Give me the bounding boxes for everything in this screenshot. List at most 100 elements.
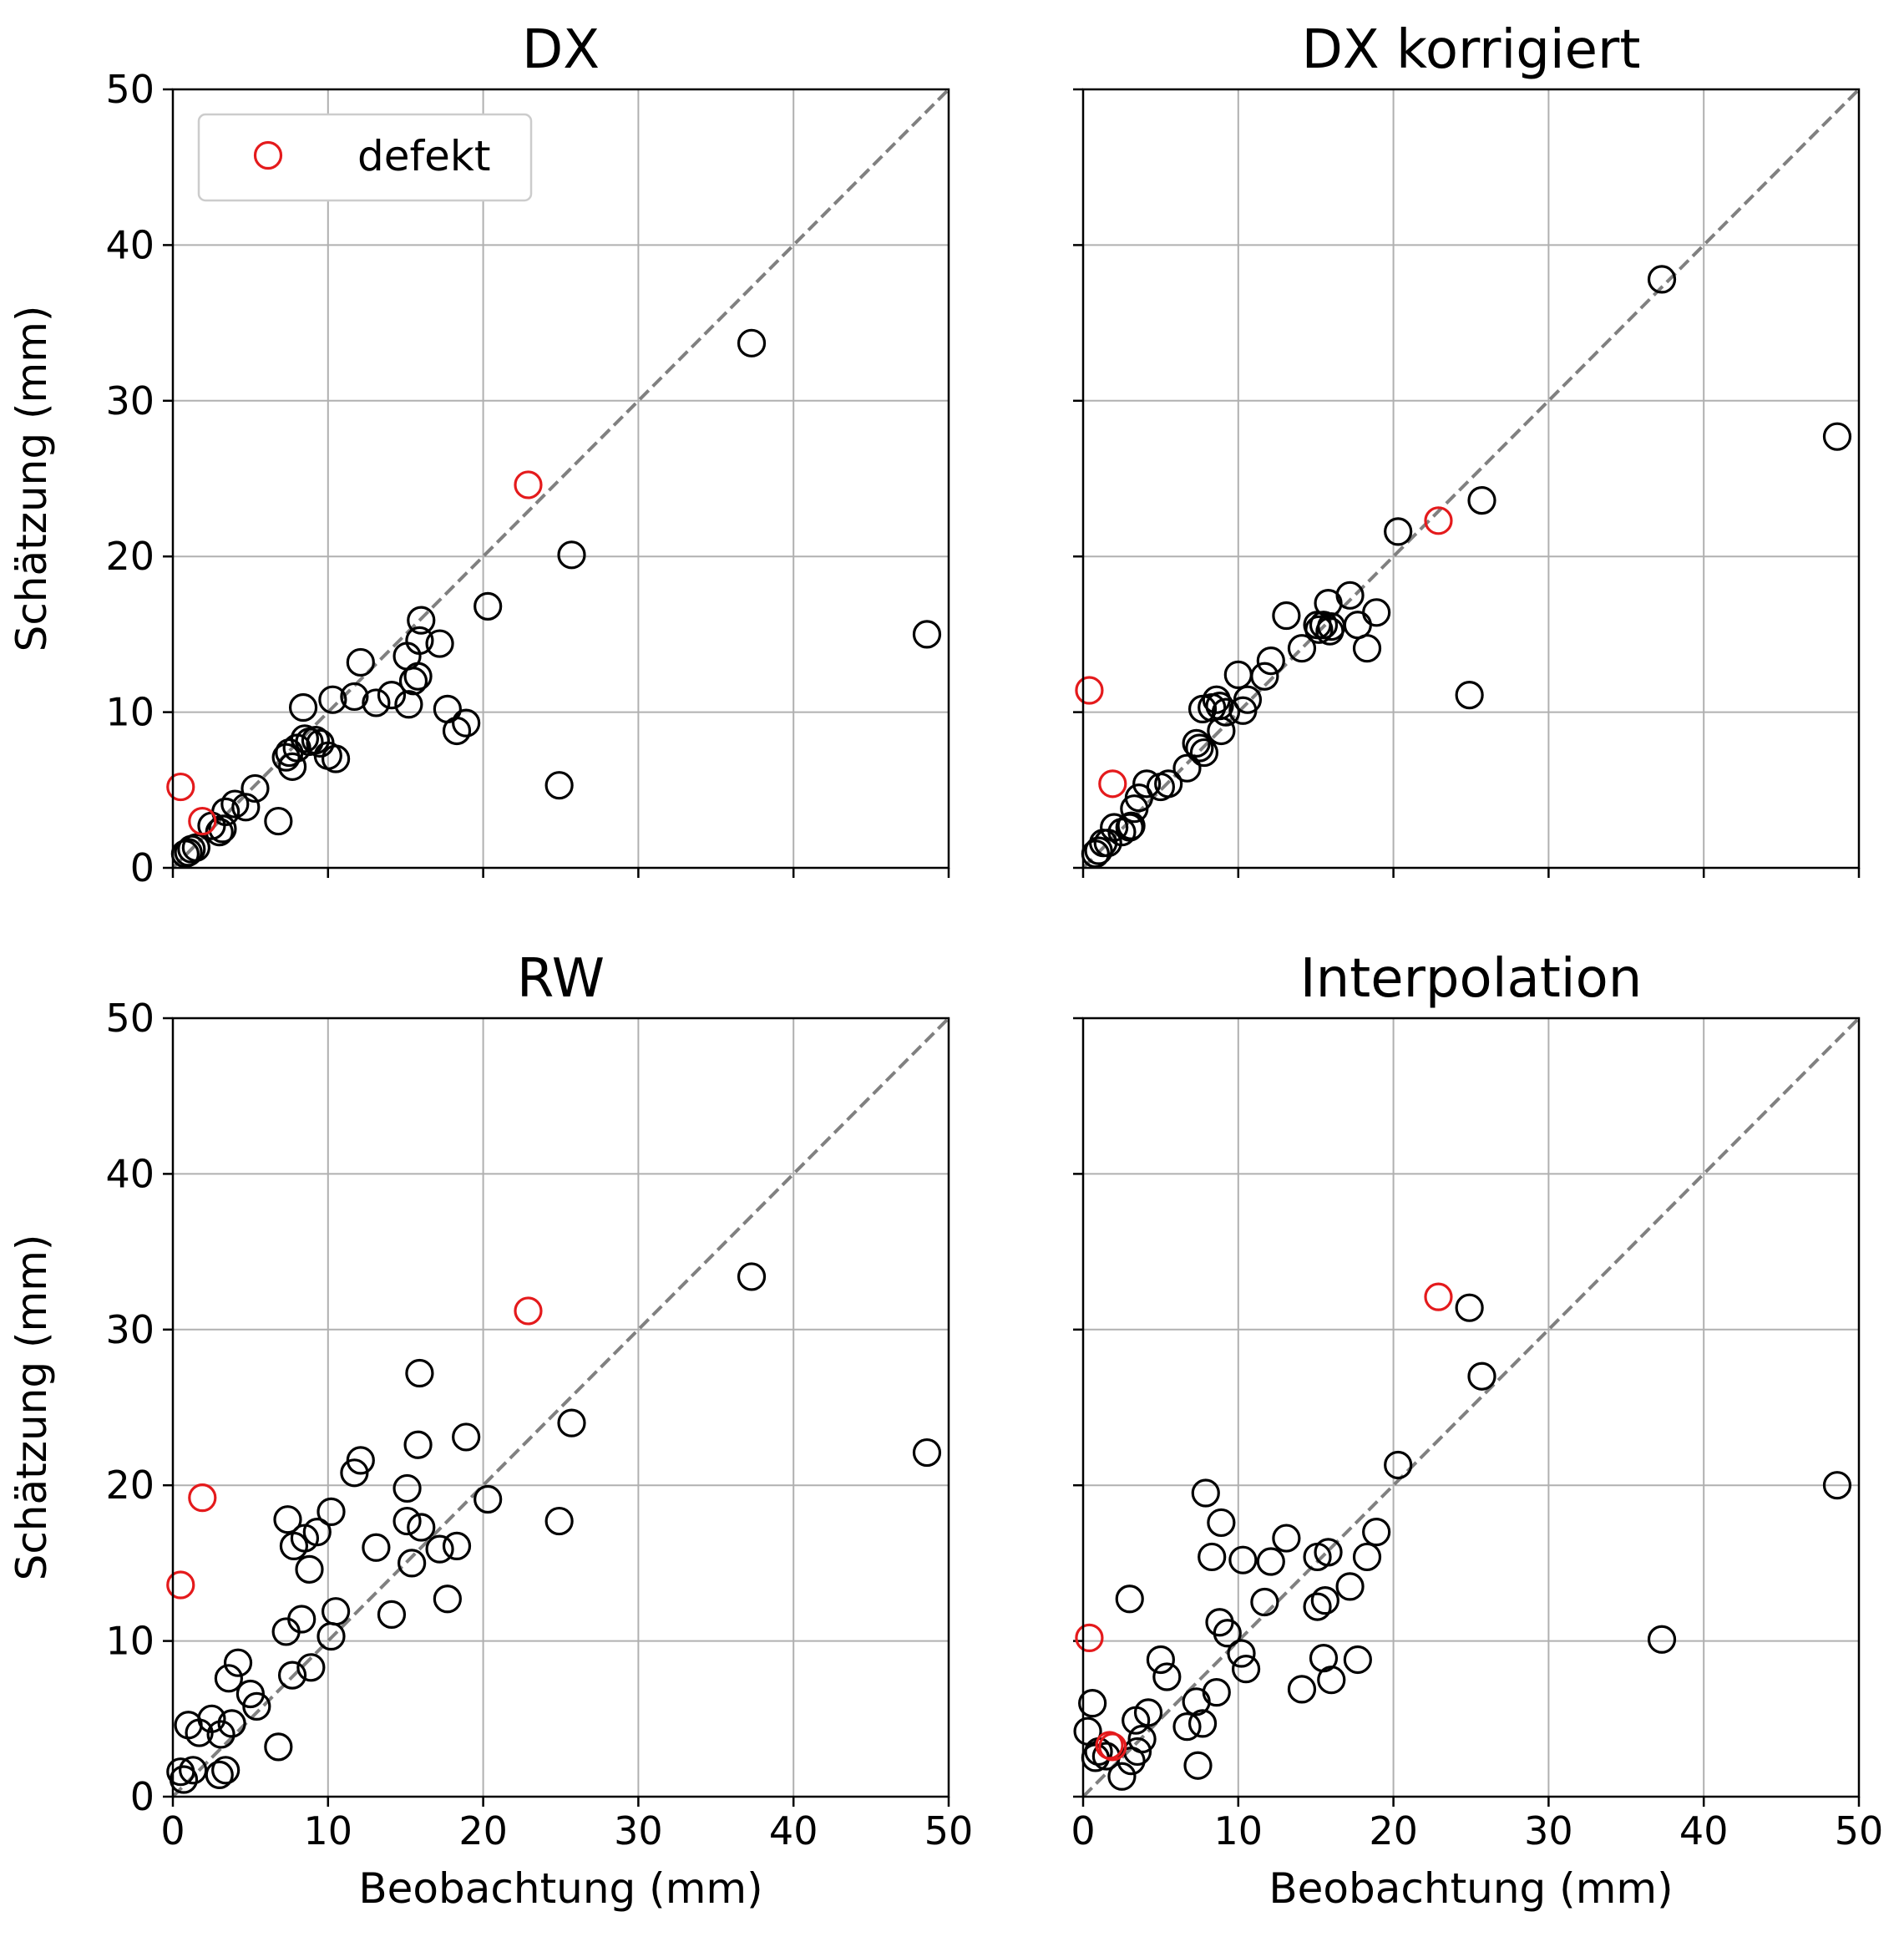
data-point — [188, 806, 217, 836]
x-tick-label: 0 — [160, 1808, 185, 1853]
data-point — [217, 1709, 246, 1738]
subplot-title: DX — [522, 19, 600, 81]
data-point — [1098, 769, 1127, 799]
data-point — [295, 1554, 324, 1584]
data-point — [1202, 1678, 1231, 1707]
x-axis-label: Beobachtung (mm) — [1268, 1864, 1673, 1913]
subplot-title: DX korrigiert — [1302, 19, 1641, 81]
data-point — [1424, 506, 1453, 535]
x-tick-label: 20 — [1369, 1808, 1418, 1853]
data-point — [425, 1534, 454, 1564]
data-point — [1115, 1585, 1144, 1614]
data-point — [296, 1653, 326, 1682]
data-point — [1211, 697, 1241, 727]
data-point — [1272, 601, 1301, 631]
data-point — [442, 1531, 472, 1560]
data-point — [377, 680, 407, 710]
data-point — [394, 690, 423, 719]
data-point — [1362, 1518, 1391, 1547]
data-point — [392, 1506, 422, 1536]
data-point — [1172, 753, 1202, 783]
data-point — [1207, 1508, 1236, 1538]
data-point — [166, 772, 195, 802]
series-1 — [166, 1262, 942, 1794]
data-point — [737, 1262, 767, 1291]
data-point — [181, 833, 210, 862]
data-point — [340, 682, 369, 712]
x-tick-label: 50 — [924, 1808, 974, 1853]
data-point — [1146, 1645, 1176, 1675]
data-point — [1822, 422, 1852, 451]
y-axis-label: Schätzung (mm) — [8, 306, 56, 652]
x-tick-label: 0 — [1071, 1808, 1095, 1853]
data-point — [1228, 1545, 1258, 1574]
data-point — [211, 1756, 241, 1785]
data-point — [1127, 1724, 1157, 1754]
data-point — [321, 1597, 351, 1626]
data-point — [377, 1600, 407, 1630]
y-tick-label: 10 — [105, 690, 154, 735]
data-point — [318, 685, 347, 714]
data-point — [392, 1473, 422, 1503]
data-point — [1117, 811, 1146, 840]
data-point — [473, 591, 503, 621]
axes-frame — [171, 88, 950, 870]
data-point — [290, 724, 320, 753]
data-point — [1152, 1662, 1182, 1691]
series-defekt — [1075, 506, 1453, 799]
data-point — [514, 1296, 543, 1326]
data-point — [1303, 1592, 1332, 1621]
data-point — [1107, 818, 1137, 847]
subplot-title: Interpolation — [1300, 948, 1643, 1010]
y-axis-label: Schätzung (mm) — [8, 1235, 56, 1581]
data-point — [241, 773, 270, 804]
identity-line — [171, 1017, 950, 1798]
data-point — [1455, 1293, 1484, 1322]
x-tick-label: 40 — [769, 1808, 818, 1853]
y-tick-label: 40 — [105, 1151, 154, 1196]
data-point — [1084, 836, 1113, 865]
legend: defekt — [197, 113, 533, 202]
data-point — [1213, 1619, 1242, 1648]
axes-frame — [171, 1017, 950, 1798]
data-point — [1183, 1751, 1213, 1780]
data-point — [188, 1483, 217, 1513]
axes-frame — [1081, 1017, 1861, 1798]
data-point — [1187, 1709, 1218, 1738]
x-tick-label: 30 — [614, 1808, 663, 1853]
data-point — [271, 743, 301, 772]
data-point — [1455, 680, 1484, 710]
subplot-title: RW — [517, 948, 605, 1010]
data-point — [1132, 769, 1162, 799]
data-point — [737, 328, 767, 357]
data-point — [514, 470, 543, 499]
data-point — [1256, 1547, 1285, 1576]
data-point — [1362, 598, 1391, 627]
data-point — [362, 1533, 391, 1562]
data-point — [452, 708, 481, 738]
data-point — [277, 1661, 307, 1690]
data-point — [398, 1549, 427, 1578]
data-point — [473, 1484, 503, 1514]
data-point — [544, 771, 574, 800]
y-tick-label: 50 — [105, 67, 154, 112]
data-point — [346, 647, 375, 677]
data-point — [407, 606, 436, 635]
data-point — [1191, 1478, 1220, 1508]
data-point — [1133, 1698, 1163, 1727]
data-point — [220, 789, 250, 819]
identity-line — [171, 88, 950, 870]
data-point — [206, 1720, 235, 1749]
data-point — [442, 716, 472, 746]
x-tick-label: 10 — [1214, 1808, 1263, 1853]
series-defekt — [166, 1296, 543, 1600]
x-axis-label: Beobachtung (mm) — [358, 1864, 762, 1913]
data-point — [1231, 1655, 1261, 1684]
data-point — [264, 806, 293, 836]
y-tick-label: 50 — [105, 996, 154, 1041]
data-point — [403, 662, 433, 691]
data-point — [398, 667, 428, 696]
data-point — [1384, 1450, 1413, 1480]
subplot-2: DX korrigiert — [1073, 19, 1861, 878]
data-point — [166, 1570, 195, 1600]
